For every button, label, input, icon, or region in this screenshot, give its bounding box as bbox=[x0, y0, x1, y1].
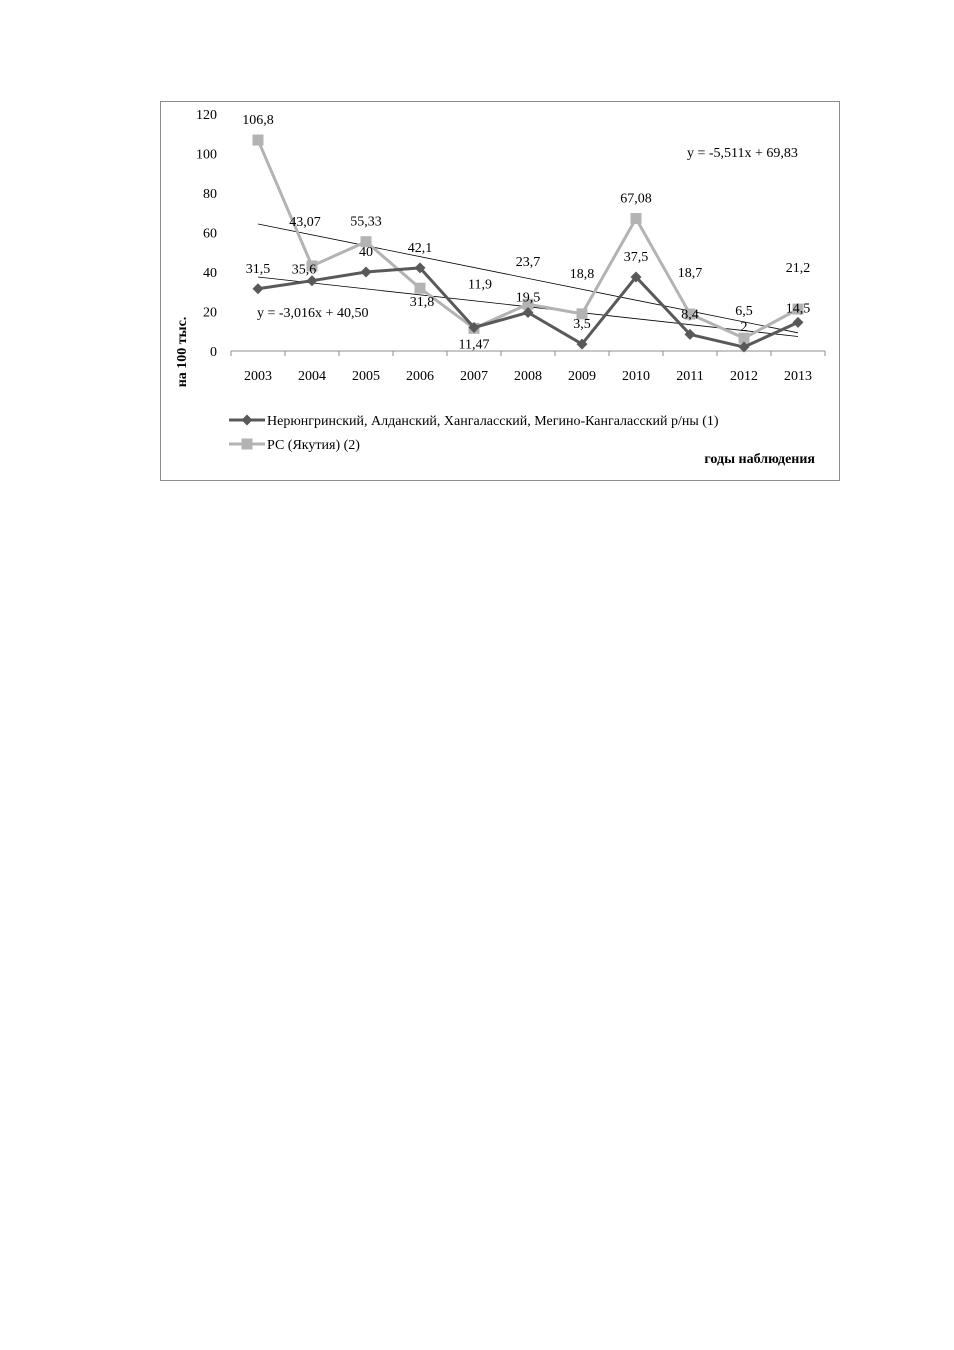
y-tick-label: 40 bbox=[203, 266, 217, 281]
trend-equation-2: y = -5,511x + 69,83 bbox=[687, 146, 798, 161]
series-2-marker bbox=[738, 332, 750, 344]
data-label-series-2: 21,2 bbox=[786, 261, 811, 276]
trend-line-2 bbox=[257, 223, 799, 334]
y-tick-label: 80 bbox=[203, 187, 217, 202]
series-2-marker bbox=[360, 236, 372, 248]
series-1-marker bbox=[306, 275, 318, 287]
x-tick-label: 2006 bbox=[406, 369, 434, 384]
data-label-series-2: 23,7 bbox=[516, 255, 541, 270]
series-1-marker bbox=[360, 266, 372, 278]
legend-marker-1 bbox=[241, 414, 253, 426]
series-2-marker bbox=[630, 213, 642, 225]
legend-label-1: Нерюнгринский, Алданский, Хангаласский, … bbox=[267, 414, 719, 429]
data-label-series-1: 2 bbox=[741, 320, 748, 335]
x-tick-label: 2007 bbox=[460, 369, 488, 384]
legend-label-2: РС (Якутия) (2) bbox=[267, 438, 360, 453]
x-axis: 2003 2004 2005 2006 2007 2008 2009 2010 2011 2012… bbox=[230, 350, 826, 384]
chart-svg: 0 20 40 60 80 100 120 2003 2004 2005 2006 2007 2008… bbox=[175, 108, 826, 467]
y-tick-label: 100 bbox=[196, 148, 217, 163]
series-2-marker bbox=[792, 303, 804, 315]
data-label-series-2: 55,33 bbox=[350, 215, 382, 230]
series-1-marker bbox=[684, 328, 696, 340]
series-2-marker bbox=[414, 282, 426, 294]
data-label-series-1: 42,1 bbox=[408, 241, 433, 256]
series-1-marker bbox=[414, 262, 426, 274]
data-labels: 31,5 35,6 40 42,1 11,9 19,5 3,5 37,5 8,4 2 14,5 106… bbox=[242, 113, 810, 352]
series-2-marker bbox=[576, 308, 588, 320]
data-label-series-1: 19,5 bbox=[516, 290, 541, 305]
data-label-series-2: 6,5 bbox=[735, 304, 753, 319]
series-2-marker bbox=[306, 260, 318, 272]
data-label-series-1: 40 bbox=[359, 245, 373, 260]
data-label-series-1: 37,5 bbox=[624, 250, 649, 265]
data-label-series-2: 31,8 bbox=[410, 295, 435, 310]
series-1-marker bbox=[576, 338, 588, 350]
data-label-series-2: 18,7 bbox=[678, 266, 703, 281]
series-1-marker bbox=[252, 283, 264, 295]
data-label-series-2: 67,08 bbox=[620, 192, 652, 207]
x-tick-label: 2010 bbox=[622, 369, 650, 384]
series-2-marker bbox=[252, 134, 264, 146]
data-label-series-1: 8,4 bbox=[681, 307, 699, 322]
data-label-series-1: 14,5 bbox=[786, 301, 811, 316]
data-label-series-2: 106,8 bbox=[242, 113, 274, 128]
y-tick-label: 0 bbox=[210, 345, 217, 360]
data-label-series-1: 3,5 bbox=[573, 317, 591, 332]
series-2-marker bbox=[684, 308, 696, 320]
series-2-marker bbox=[522, 298, 534, 310]
x-tick-label: 2009 bbox=[568, 369, 596, 384]
data-label-series-2: 11,47 bbox=[459, 337, 490, 352]
data-label-series-1: 35,6 bbox=[292, 263, 317, 278]
x-tick-label: 2005 bbox=[352, 369, 380, 384]
series-1-marker bbox=[738, 341, 750, 353]
x-tick-label: 2008 bbox=[514, 369, 542, 384]
y-tick-label: 20 bbox=[203, 306, 217, 321]
x-tick-label: 2003 bbox=[244, 369, 272, 384]
series-1-marker bbox=[468, 321, 480, 333]
x-axis-title: годы наблюдения bbox=[704, 452, 815, 467]
x-tick-label: 2011 bbox=[676, 369, 703, 384]
x-tick-label: 2013 bbox=[784, 369, 812, 384]
x-tick-label: 2004 bbox=[298, 369, 326, 384]
data-label-series-1: 31,5 bbox=[246, 262, 271, 277]
y-tick-label: 120 bbox=[196, 108, 217, 123]
y-axis-title: на 100 тыс. bbox=[175, 317, 190, 388]
chart-frame: 0 20 40 60 80 100 120 2003 2004 2005 2006 2007 2008… bbox=[160, 101, 840, 481]
series-1-marker bbox=[792, 316, 804, 328]
legend-marker-2 bbox=[241, 438, 253, 450]
y-tick-label: 60 bbox=[203, 227, 217, 242]
series-1-marker bbox=[630, 271, 642, 283]
series-1-marker bbox=[522, 306, 534, 318]
data-label-series-2: 18,8 bbox=[570, 267, 595, 282]
series-lines bbox=[252, 134, 804, 353]
trend-equation-1: y = -3,016x + 40,50 bbox=[257, 306, 368, 321]
data-label-series-1: 11,9 bbox=[468, 277, 492, 292]
data-label-series-2: 43,07 bbox=[289, 215, 321, 230]
x-tick-label: 2012 bbox=[730, 369, 758, 384]
legend: Нерюнгринский, Алданский, Хангаласский, … bbox=[229, 414, 719, 453]
y-axis-labels: 0 20 40 60 80 100 120 bbox=[196, 108, 217, 360]
